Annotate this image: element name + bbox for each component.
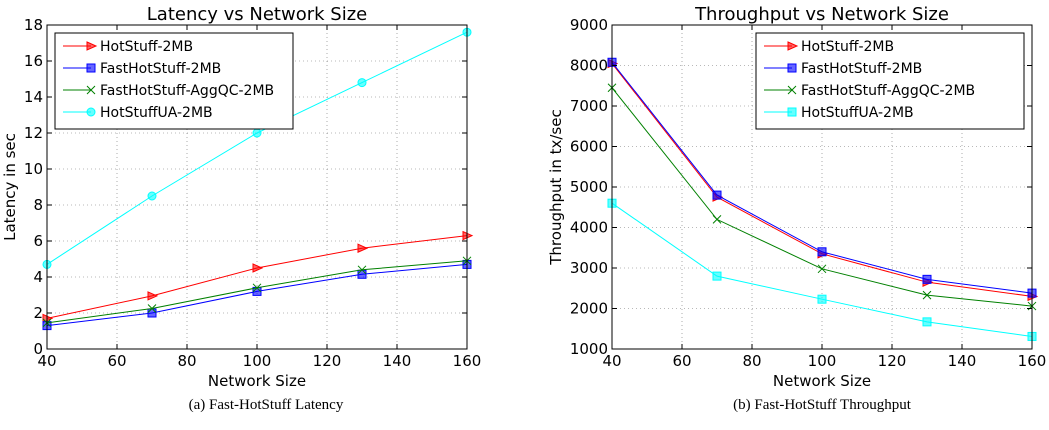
legend-label: FastHotStuff-2MB [100, 61, 221, 77]
x-tick-label: 80 [742, 352, 761, 370]
x-tick-label: 60 [672, 352, 691, 370]
legend-marker [787, 85, 797, 95]
y-tick-label: 14 [24, 88, 43, 106]
x-tick-label: 140 [948, 352, 977, 370]
y-tick-label: 10 [24, 160, 43, 178]
x-tick-label: 100 [243, 352, 272, 370]
data-point [712, 190, 722, 200]
data-point [147, 291, 159, 301]
y-tick-label: 7000 [570, 97, 608, 115]
y-axis-label: Throughput in tx/sec [547, 109, 565, 265]
y-tick-label: 2000 [570, 300, 608, 318]
x-tick-label: 80 [177, 352, 196, 370]
y-axis-label: Latency in sec [1, 133, 19, 241]
legend-label: HotStuff-2MB [100, 39, 193, 55]
y-tick-label: 16 [24, 52, 43, 70]
data-point [252, 283, 262, 293]
legend-marker [86, 85, 96, 95]
legend: HotStuff-2MB FastHotStuff-2MB FastHotStuff… [755, 32, 1025, 130]
legend-label: FastHotStuff-2MB [801, 61, 922, 77]
y-tick-label: 6 [33, 232, 43, 250]
data-point [357, 269, 367, 279]
y-tick-label: 18 [24, 16, 43, 34]
legend-marker [787, 63, 797, 73]
data-point [147, 304, 157, 313]
x-axis-label: Network Size [208, 372, 306, 390]
legend-label: FastHotStuff-AggQC-2MB [100, 83, 274, 99]
legend-marker [86, 107, 96, 117]
chart-title: Throughput vs Network Size [694, 4, 949, 25]
legend: HotStuff-2MB FastHotStuff-2MB FastHotStuff… [54, 32, 294, 130]
legend-marker [787, 41, 799, 51]
legend-marker [86, 41, 98, 51]
y-tick-label: 9000 [570, 16, 608, 34]
legend-box [755, 32, 1025, 130]
chart-title: Latency vs Network Size [147, 4, 367, 25]
data-point [922, 317, 932, 327]
data-point [817, 247, 827, 257]
data-point [817, 294, 827, 304]
y-tick-label: 4 [33, 268, 43, 286]
data-point [357, 265, 367, 275]
y-tick-label: 8000 [570, 57, 608, 75]
data-point [357, 78, 367, 88]
y-tick-label: 4000 [570, 219, 608, 237]
x-tick-label: 160 [1018, 352, 1047, 370]
data-point [357, 243, 369, 253]
data-point [817, 264, 827, 274]
latency-chart: 40 60 80 100 120 140 160 0 2 4 6 8 10 12 14 16 18 Latency… [1, 4, 481, 390]
y-tick-label: 1000 [570, 340, 608, 358]
y-tick-label: 8 [33, 196, 43, 214]
caption-throughput: (b) Fast-HotStuff Throughput [733, 397, 911, 413]
x-tick-label: 40 [602, 352, 621, 370]
data-point [252, 263, 264, 273]
data-point [147, 308, 157, 318]
x-tick-label: 100 [808, 352, 837, 370]
y-tick-label: 6000 [570, 138, 608, 156]
throughput-chart: 40 60 80 100 120 140 160 1000 2000 3000 4000 5000 60… [547, 4, 1046, 390]
y-tick-label: 2 [33, 304, 43, 322]
x-tick-label: 40 [37, 352, 56, 370]
legend-label: HotStuffUA-2MB [801, 105, 914, 121]
x-tick-label: 60 [107, 352, 126, 370]
data-point [922, 274, 932, 284]
data-point [712, 271, 722, 281]
legend-label: FastHotStuff-AggQC-2MB [801, 83, 975, 99]
y-tick-label: 3000 [570, 259, 608, 277]
legend-marker [787, 107, 797, 117]
legend-label: HotStuff-2MB [801, 39, 894, 55]
legend-marker [86, 63, 96, 73]
legend-label: HotStuffUA-2MB [100, 105, 213, 121]
x-axis-label: Network Size [773, 372, 871, 390]
x-tick-label: 140 [383, 352, 412, 370]
caption-latency: (a) Fast-HotStuff Latency [188, 397, 344, 413]
data-point [712, 215, 722, 224]
x-tick-label: 120 [313, 352, 342, 370]
y-tick-label: 5000 [570, 178, 608, 196]
x-tick-label: 120 [878, 352, 907, 370]
y-tick-label: 0 [33, 340, 43, 358]
data-point [252, 128, 262, 138]
x-tick-label: 160 [453, 352, 482, 370]
data-point [147, 191, 157, 201]
y-tick-label: 12 [24, 124, 43, 142]
data-point [922, 290, 932, 300]
